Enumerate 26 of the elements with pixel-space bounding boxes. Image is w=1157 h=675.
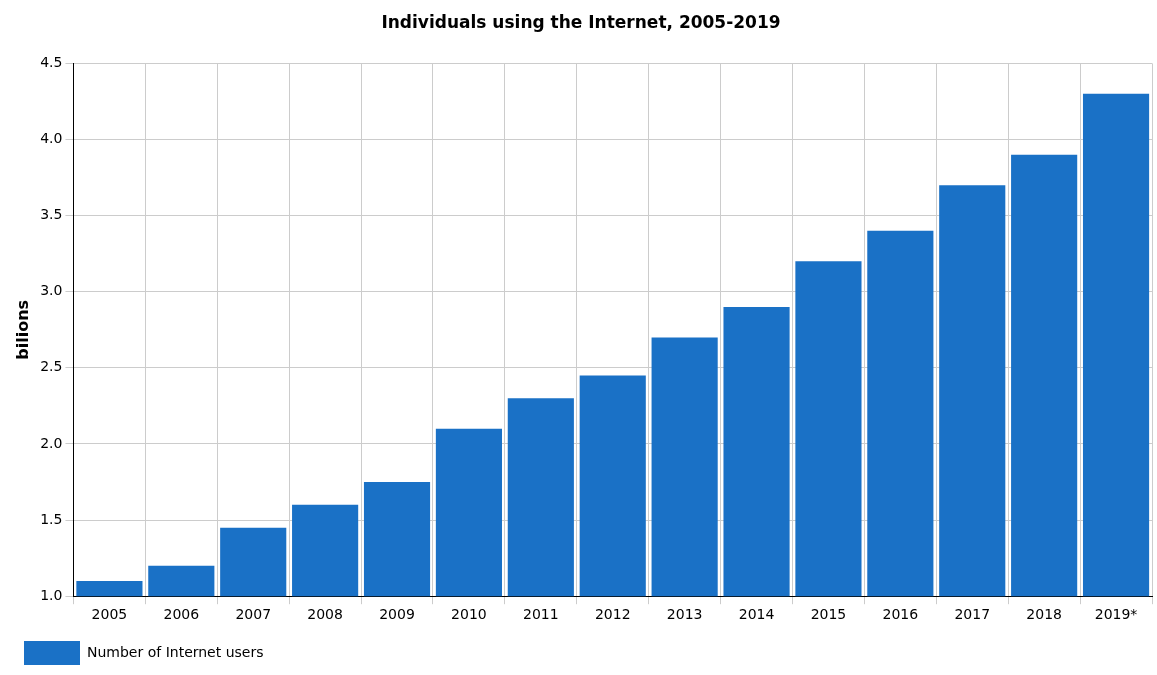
- x-tick-label: 2014: [738, 606, 775, 623]
- x-tick-label: 2018: [1026, 606, 1062, 623]
- y-tick-label: 2.5: [40, 358, 63, 375]
- x-tick-label: 2006: [163, 606, 200, 623]
- x-tick-label: 2008: [307, 606, 343, 623]
- y-tick-label: 3.0: [40, 282, 63, 299]
- y-tick-label: 1.5: [40, 510, 63, 527]
- y-axis-title: bilions: [12, 299, 32, 360]
- y-tick-label: 4.5: [40, 54, 63, 71]
- y-tick-label: 4.0: [40, 130, 63, 147]
- x-tick-label: 2007: [235, 606, 272, 623]
- y-tick-label: 1.0: [40, 586, 63, 603]
- x-tick-label: 2005: [91, 606, 128, 623]
- x-tick-label: 2012: [594, 606, 631, 623]
- y-tick-label: 2.0: [40, 434, 63, 451]
- x-tick-label: 2015: [810, 606, 847, 623]
- x-tick-label: 2016: [882, 606, 919, 623]
- x-tick-label: 2013: [666, 606, 703, 623]
- x-tick-label: 2019*: [1094, 606, 1138, 623]
- legend-label: Number of Internet users: [87, 643, 264, 660]
- x-tick-label: 2017: [954, 606, 991, 623]
- x-tick-label: 2011: [523, 606, 559, 623]
- x-tick-label: 2009: [379, 606, 415, 623]
- chart-title: Individuals using the Internet, 2005-2019: [381, 11, 781, 32]
- x-tick-label: 2010: [451, 606, 487, 623]
- y-tick-label: 3.5: [40, 206, 63, 223]
